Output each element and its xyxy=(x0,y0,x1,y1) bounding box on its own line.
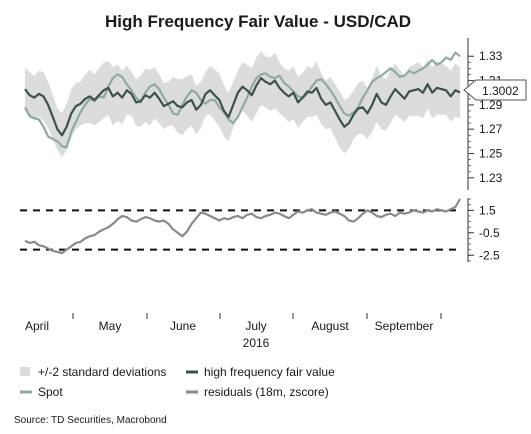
lower-panel: 1.5 -0.5 -2.5 xyxy=(20,198,500,262)
x-month-label: May xyxy=(99,319,122,333)
std-dev-band xyxy=(25,51,460,157)
residuals-line xyxy=(25,199,460,253)
x-month-label: April xyxy=(25,319,49,333)
x-axis: April May June July August September 2016 xyxy=(25,313,441,350)
upper-y-tick-label: 1.23 xyxy=(479,171,503,185)
legend-label-band: +/-2 standard deviations xyxy=(38,365,166,379)
upper-y-tick-label: 1.33 xyxy=(479,49,503,63)
legend-label-spot: Spot xyxy=(38,385,63,399)
upper-y-tick-label: 1.27 xyxy=(479,122,503,136)
last-value-label: 1.3002 xyxy=(482,84,519,98)
upper-panel: 1.331.311.291.271.251.23 xyxy=(25,38,503,190)
x-month-label: July xyxy=(245,319,266,333)
last-value-badge: 1.3002 xyxy=(464,80,526,100)
source-note: Source: TD Securities, Macrobond xyxy=(14,415,167,426)
legend: +/-2 standard deviations high frequency … xyxy=(20,365,335,399)
lower-y-tick-label: -2.5 xyxy=(479,248,500,262)
chart-title: High Frequency Fair Value - USD/CAD xyxy=(105,12,411,31)
lower-y-tick-label: -0.5 xyxy=(479,226,500,240)
legend-label-residuals: residuals (18m, zscore) xyxy=(204,385,329,399)
legend-band-swatch xyxy=(20,367,30,376)
x-year-label: 2016 xyxy=(243,336,270,350)
x-month-label: June xyxy=(170,319,196,333)
lower-y-tick-label: 1.5 xyxy=(479,203,496,217)
legend-label-fair-value: high frequency fair value xyxy=(204,365,335,379)
x-month-label: August xyxy=(311,319,349,333)
x-month-label: September xyxy=(375,319,434,333)
upper-y-tick-label: 1.25 xyxy=(479,147,503,161)
